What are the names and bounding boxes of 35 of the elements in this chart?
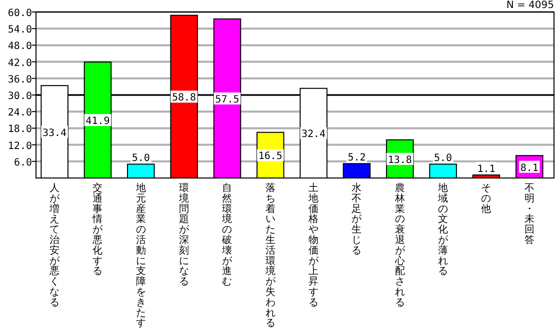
data-label: 41.9 <box>86 116 110 128</box>
data-label: 58.8 <box>172 92 196 104</box>
x-tick-label: 水不足が生じる <box>352 182 363 256</box>
category-label: 交通事情が悪化する <box>92 183 103 278</box>
category-label: 地域の文化が薄れる <box>438 183 448 278</box>
y-tick-label: 6.0 <box>14 157 32 168</box>
category-label: 自然環境の破壊が進む <box>222 183 232 288</box>
data-label: 5.2 <box>348 152 366 164</box>
data-label: 5.0 <box>132 153 150 164</box>
data-label: 1.1 <box>477 164 496 175</box>
category-label: 土地価格や物価が上昇する <box>308 183 319 308</box>
y-tick-label: 54.0 <box>8 24 32 36</box>
y-tick-label: 42.0 <box>8 58 32 69</box>
y-tick-label: 48.0 <box>8 41 32 52</box>
y-tick-label: 18.0 <box>8 124 32 136</box>
data-label: 16.5 <box>258 151 282 162</box>
category-label: 落ち着いた生活環境が失われる <box>265 183 276 330</box>
y-tick-label: 36.0 <box>8 74 32 86</box>
category-label: 地元産業の活動に支障をきたす <box>136 183 146 330</box>
category-label: 環境問題が深刻になる <box>179 183 190 288</box>
data-label: 33.4 <box>42 128 67 139</box>
y-tick-label: 24.0 <box>8 108 32 119</box>
data-label: 32.4 <box>302 129 326 140</box>
x-tick-label: その他 <box>481 183 492 215</box>
category-label: 農林業の衰退が心配される <box>394 183 405 308</box>
category-label: 人が増えて治安が悪くなる <box>50 183 60 308</box>
data-label: 57.5 <box>215 94 240 106</box>
data-label: 8.1 <box>520 162 538 174</box>
data-label: 5.0 <box>434 153 452 164</box>
x-tick-label: 不明・未回答 <box>524 183 534 246</box>
data-label: 13.8 <box>388 154 412 166</box>
y-tick-label: 60.0 <box>8 8 32 19</box>
text: N = 4095 <box>506 0 554 11</box>
y-tick-label: 30.0 <box>8 91 32 102</box>
y-tick-label: 12.0 <box>8 140 32 152</box>
